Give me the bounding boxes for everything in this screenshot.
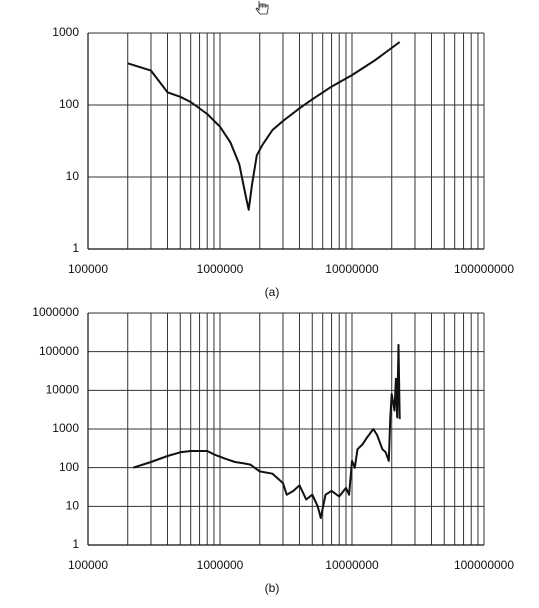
y-tick-label: 10 <box>66 499 80 513</box>
y-tick-label: 100 <box>59 97 79 111</box>
y-tick-label: 100 <box>59 460 79 474</box>
caption: (b) <box>265 581 280 595</box>
y-tick-label: 100000 <box>39 344 79 358</box>
y-tick-label: 10 <box>66 169 80 183</box>
x-tick-label: 10000000 <box>325 262 379 276</box>
y-tick-label: 10000 <box>46 383 80 397</box>
x-tick-label: 1000000 <box>197 262 244 276</box>
y-tick-label: 1000 <box>52 25 79 39</box>
y-tick-label: 1000000 <box>32 305 79 319</box>
caption: (a) <box>265 285 280 299</box>
y-tick-label: 1 <box>72 241 79 255</box>
y-tick-label: 1 <box>72 537 79 551</box>
x-tick-label: 1000000 <box>197 558 244 572</box>
x-tick-label: 100000 <box>68 558 108 572</box>
x-tick-label: 100000000 <box>454 262 514 276</box>
x-tick-label: 10000000 <box>325 558 379 572</box>
cursor-icon <box>255 1 269 15</box>
x-tick-label: 100000000 <box>454 558 514 572</box>
x-tick-label: 100000 <box>68 262 108 276</box>
data-line <box>127 41 401 211</box>
data-line <box>132 343 401 519</box>
y-tick-label: 1000 <box>52 421 79 435</box>
